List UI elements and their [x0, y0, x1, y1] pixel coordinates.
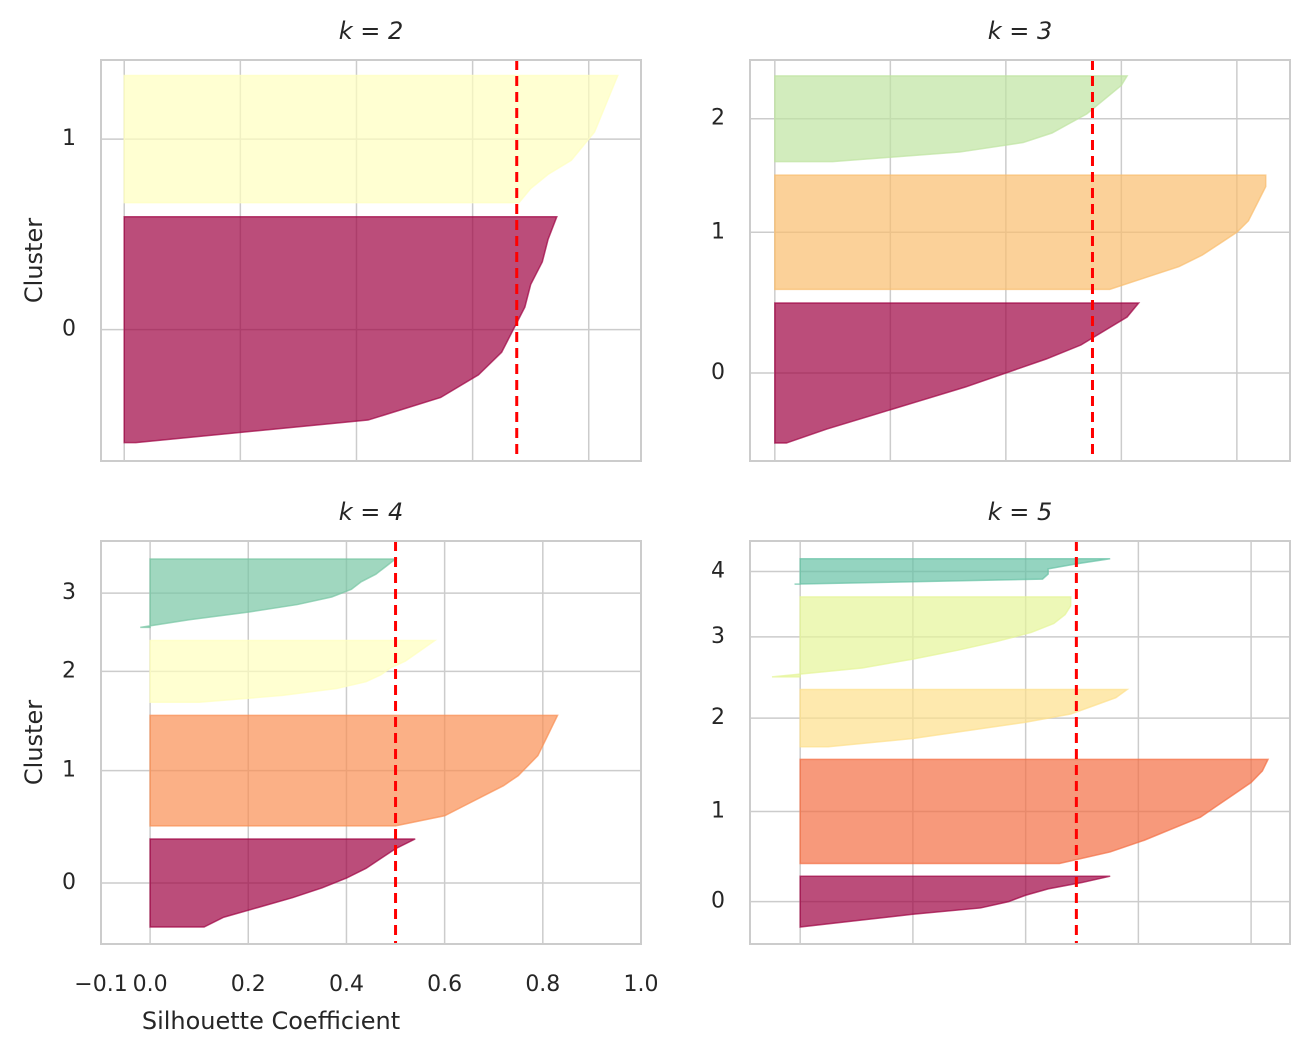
- y-tick-label: 2: [711, 106, 725, 131]
- x-tick-label: −0.1: [74, 972, 127, 997]
- silhouette-cluster: [799, 688, 1130, 748]
- panel-title: k = 4: [339, 498, 404, 526]
- silhouette-cluster: [774, 174, 1267, 291]
- y-tick-label: 0: [711, 889, 725, 914]
- silhouette-cluster: [123, 215, 558, 444]
- silhouette-cluster: [799, 758, 1270, 865]
- plot-frame: [100, 540, 642, 945]
- y-axis-label: Cluster: [20, 218, 48, 303]
- y-tick-label: 1: [62, 126, 76, 151]
- y-tick-label: 3: [711, 624, 725, 649]
- y-tick-label: 4: [711, 558, 725, 583]
- silhouette-cluster: [799, 875, 1111, 928]
- plot-frame: [100, 59, 642, 462]
- plot-frame: [749, 59, 1291, 462]
- silhouette-cluster: [794, 558, 1111, 585]
- x-tick-label: 0.4: [329, 972, 364, 997]
- x-tick-label: 1.0: [624, 972, 659, 997]
- panel-title: k = 5: [988, 498, 1053, 526]
- silhouette-cluster: [140, 558, 398, 629]
- silhouette-cluster: [774, 75, 1129, 163]
- silhouette-cluster: [123, 74, 619, 204]
- panel-title: k = 3: [988, 17, 1053, 45]
- y-tick-label: 0: [711, 360, 725, 385]
- y-axis-label: Cluster: [20, 700, 48, 785]
- silhouette-cluster: [771, 596, 1072, 678]
- y-tick-label: 0: [62, 317, 76, 342]
- x-tick-label: 0.2: [231, 972, 266, 997]
- x-tick-label: 0.8: [525, 972, 560, 997]
- y-tick-label: 3: [62, 580, 76, 605]
- silhouette-cluster: [149, 714, 559, 827]
- y-tick-label: 1: [62, 758, 76, 783]
- y-tick-label: 2: [62, 658, 76, 683]
- panel-title: k = 2: [339, 17, 404, 45]
- silhouette-cluster: [774, 302, 1141, 444]
- y-tick-label: 2: [711, 705, 725, 730]
- x-tick-label: 0.6: [427, 972, 462, 997]
- y-tick-label: 1: [711, 219, 725, 244]
- x-tick-label: 0.0: [133, 972, 168, 997]
- x-axis-label: Silhouette Coefficient: [142, 1007, 400, 1035]
- y-tick-label: 1: [711, 798, 725, 823]
- silhouette-cluster: [149, 639, 438, 704]
- y-tick-label: 0: [62, 870, 76, 895]
- plot-frame: [749, 540, 1291, 945]
